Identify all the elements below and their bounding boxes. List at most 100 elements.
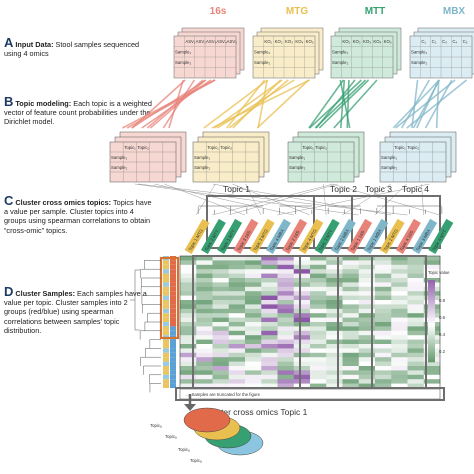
heatmap-cell (326, 383, 343, 389)
heatmap-cell (228, 304, 246, 310)
heatmap-cell (245, 260, 262, 266)
heatmap-cell (245, 348, 262, 354)
omic-title-mtt: MTT (365, 6, 386, 17)
row-dendrogram-branch (149, 383, 161, 393)
heatmap-cell (423, 256, 441, 261)
heatmap-cell (228, 278, 246, 283)
sample-annotation-cell (163, 304, 169, 309)
heatmap-cell (407, 291, 425, 296)
heatmap-cell (391, 313, 408, 318)
heatmap-cell (277, 304, 295, 310)
row-dendrogram-branch (140, 268, 161, 278)
legend-gradient-step (428, 286, 435, 289)
heatmap-cell (391, 383, 408, 389)
topic-stack-ellipse (183, 407, 231, 433)
heatmap-cell (375, 330, 392, 336)
sample-label: Sample₂ (254, 60, 271, 65)
sample-cluster-cell (170, 269, 176, 274)
heatmap-cell (261, 282, 278, 288)
heatmap-cell (245, 256, 262, 261)
heatmap-cell (293, 300, 311, 305)
sample-cluster-cell (170, 339, 176, 344)
heatmap-cell (228, 273, 246, 279)
heatmap-cell (326, 361, 343, 367)
heatmap-cell (196, 379, 213, 384)
sample-cluster-cell (170, 286, 176, 292)
column-tag-bg (282, 218, 308, 254)
heatmap-cell (277, 348, 295, 354)
sample-annotation-cell (163, 374, 169, 380)
heatmap-cell (358, 370, 376, 376)
cluster-title: Cluster cross omics Topic 1 (204, 407, 308, 417)
heatmap-cell (261, 335, 278, 340)
topic-cluster-link (374, 183, 407, 216)
heatmap-cell (196, 313, 213, 318)
heatmap-cell (245, 269, 262, 274)
heatmap-cell (310, 383, 327, 389)
heatmap-cell (375, 282, 392, 288)
heatmap-cell (310, 370, 327, 376)
heatmap-cell (342, 361, 360, 367)
heatmap-cell (293, 264, 311, 270)
heatmap-cell (212, 295, 230, 301)
row-dendrogram-branch (140, 286, 161, 296)
heatmap-cell (228, 295, 246, 301)
heatmap-cell (293, 295, 311, 301)
heatmap-cell (196, 339, 213, 345)
feature-label: C₄ (452, 39, 457, 44)
step-c-text: C Cluster cross omics topics: Topics have… (4, 193, 152, 235)
heatmap-cell (196, 361, 213, 367)
heatmap-cell (180, 322, 197, 327)
heatmap-cell (375, 344, 392, 349)
sample-annotation-cell (163, 295, 169, 300)
feature-label: KO₄ (373, 39, 381, 44)
heatmap-cell (180, 260, 197, 266)
legend-gradient-step (428, 294, 435, 297)
sample-cluster-cell (170, 273, 176, 278)
topic-label: Topic₂ (315, 145, 327, 150)
heatmap-cell (326, 282, 343, 288)
heatmap-cell (212, 344, 230, 349)
heatmap-cell (342, 335, 360, 340)
heatmap-cell (180, 379, 197, 384)
heatmap-cell (277, 366, 295, 371)
heatmap-cell (358, 348, 376, 354)
step-a-text: A Input Data: Stool samples sequenced usi… (4, 35, 140, 59)
column-tag-bg (298, 218, 324, 254)
heatmap-cell (245, 352, 262, 358)
heatmap-cell (277, 291, 295, 296)
heatmap-cell (261, 295, 278, 301)
topic-label: Topic₂ (407, 145, 419, 150)
feature-label: KO₂ (353, 39, 361, 44)
omic-title-mtg: MTG (286, 6, 308, 17)
legend-gradient-step (428, 331, 435, 334)
heatmap-cell (358, 383, 376, 389)
heatmap-cell (261, 366, 278, 371)
sample-annotation-cell (163, 286, 169, 292)
legend-gradient-step (428, 325, 435, 328)
legend-gradient-step (428, 298, 435, 301)
heatmap-cell (261, 304, 278, 310)
heatmap-cell (196, 282, 213, 288)
heatmap-cell (326, 348, 343, 354)
heatmap-cell (391, 278, 408, 283)
sample-label: Sample₁ (254, 50, 271, 55)
row-dendrogram-branch (141, 295, 161, 305)
heatmap-cell (358, 282, 376, 288)
heatmap-cell (212, 260, 230, 266)
heatmap-cell (293, 322, 311, 327)
heatmap-cell (310, 326, 327, 332)
heatmap-cell (180, 308, 197, 314)
heatmap-cell (293, 352, 311, 358)
heatmap-cell (310, 352, 327, 358)
sample-label: Sample₁ (194, 155, 211, 160)
heatmap-cell (245, 366, 262, 371)
sample-label: Sample₂ (411, 60, 428, 65)
heatmap-cell (212, 313, 230, 318)
heatmap-cell (358, 317, 376, 323)
heatmap-cell (423, 260, 441, 266)
heatmap-cell (212, 278, 230, 283)
heatmap-cell (326, 313, 343, 318)
heatmap-cell (196, 335, 213, 340)
heatmap-cell (228, 313, 246, 318)
